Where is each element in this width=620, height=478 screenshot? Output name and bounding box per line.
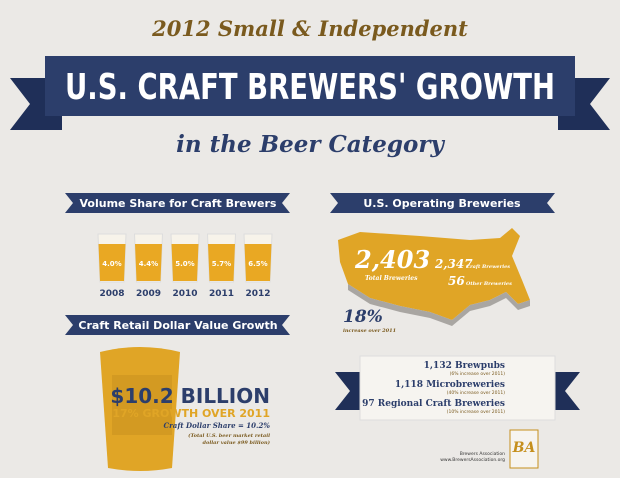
note: (Total U.S. beer market retail: [188, 432, 270, 439]
type-label: 1,118 Microbreweries: [395, 380, 505, 390]
url: www.BrewersAssociation.org: [440, 457, 505, 463]
logo: [509, 429, 539, 469]
kicker: 2012 Small & Independent: [151, 16, 468, 41]
year: 2008: [99, 289, 124, 299]
label: Other Breweries: [466, 281, 512, 287]
share: Craft Dollar Share = 10.2%: [164, 421, 271, 430]
type-note: (10% increase over 2011): [447, 409, 506, 415]
us-map: [338, 228, 530, 320]
year: 2012: [245, 289, 270, 299]
dollar-bill: [112, 375, 172, 435]
section-ribbon: [65, 315, 290, 335]
beer: [135, 244, 162, 281]
year: 2010: [172, 289, 197, 299]
types-box: [359, 355, 556, 421]
logo-text: BA: [512, 440, 536, 456]
share: 5.0%: [175, 260, 194, 268]
total: 2,403: [354, 245, 430, 274]
type-note: (40% increase over 2011): [447, 390, 506, 396]
share: 5.7%: [212, 260, 231, 268]
growth: 18%: [343, 307, 383, 327]
growth: 17% GROWTH OVER 2011: [112, 407, 270, 420]
share: 4.0%: [102, 260, 121, 268]
ribbon: [45, 56, 575, 116]
subtitle: in the Beer Category: [176, 131, 445, 158]
type-note: (6% increase over 2011): [450, 371, 506, 377]
share: 6.5%: [248, 260, 267, 268]
section-heading: U.S. Operating Breweries: [363, 197, 521, 210]
year: 2011: [209, 289, 234, 299]
share: 4.4%: [139, 260, 158, 268]
type-label: 1,132 Brewpubs: [424, 361, 505, 371]
org: Brewers Association: [460, 451, 505, 457]
year: 2009: [136, 289, 161, 299]
title: U.S. CRAFT BREWERS' GROWTH: [65, 67, 555, 108]
section-ribbon: [65, 193, 290, 213]
other: 56: [448, 274, 465, 288]
beer: [208, 244, 235, 281]
map-shadow: [348, 284, 530, 326]
note: dollar value $99 billion): [203, 439, 271, 446]
beer: [171, 244, 199, 281]
section-heading: Craft Retail Dollar Value Growth: [78, 319, 277, 332]
section-ribbon: [330, 193, 555, 213]
section-heading: Volume Share for Craft Brewers: [80, 197, 277, 210]
beer: [98, 244, 126, 281]
label: increase over 2011: [343, 328, 396, 334]
craft: 2,347: [434, 257, 473, 271]
label: Total Breweries: [365, 275, 418, 282]
amount: $10.2 BILLION: [110, 384, 270, 408]
label: Craft Breweries: [466, 264, 510, 270]
type-label: 97 Regional Craft Breweries: [362, 399, 505, 409]
beer: [244, 244, 272, 281]
